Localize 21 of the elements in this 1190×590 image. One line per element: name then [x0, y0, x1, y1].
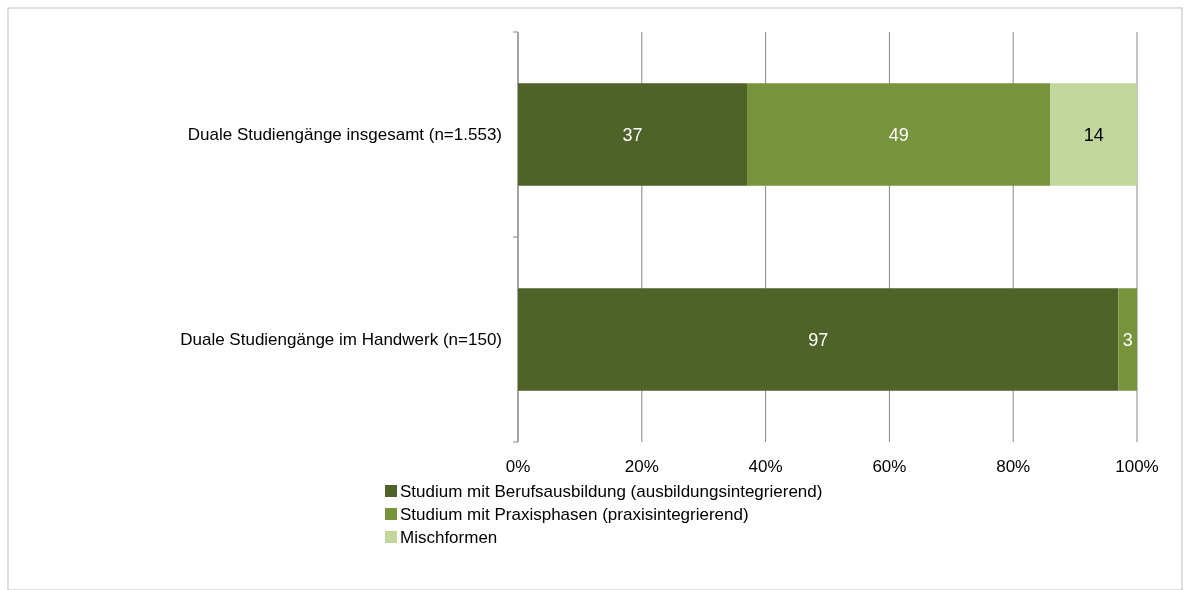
bar [518, 83, 748, 186]
bar [1118, 288, 1137, 391]
legend-label: Mischformen [400, 527, 498, 547]
x-tick-label: 0% [505, 457, 531, 476]
x-tick-label: 80% [996, 457, 1031, 476]
y-tick-label: Duale Studiengänge insgesamt (n=1.553) [187, 125, 502, 145]
bar [1050, 83, 1137, 186]
data-label: 49 [888, 124, 909, 145]
data-label: 37 [622, 124, 643, 145]
bar [518, 288, 1119, 391]
x-tick-label: 100% [1115, 457, 1159, 476]
legend-label: Studium mit Praxisphasen (praxisintegrierend) [400, 504, 749, 524]
data-label: 97 [808, 329, 829, 350]
x-tick-label: 20% [624, 457, 659, 476]
x-tick-label: 60% [872, 457, 907, 476]
data-label: 14 [1083, 124, 1104, 145]
legend-label: Studium mit Berufsausbildung (ausbildungsintegrierend) [400, 481, 823, 501]
x-tick-label: 40% [748, 457, 783, 476]
data-label: 3 [1122, 329, 1133, 350]
y-tick-label: Duale Studiengänge im Handwerk (n=150) [180, 330, 502, 350]
bar [747, 83, 1051, 186]
